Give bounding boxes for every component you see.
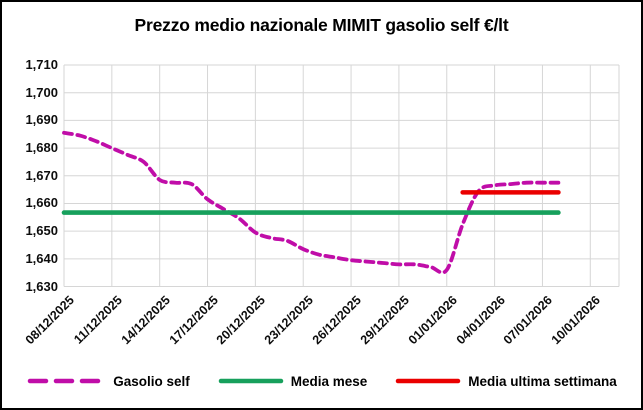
y-axis-tick-label: 1,630 (25, 278, 58, 294)
series-gasolio-self (62, 130, 561, 275)
y-axis-tick-label: 1,650 (25, 223, 58, 239)
solid-line-sample-red (396, 378, 461, 384)
y-axis-tick-label: 1,700 (25, 84, 58, 100)
chart-title: Prezzo medio nazionale MIMIT gasolio sel… (134, 15, 509, 35)
legend-item-media-ultima-settimana: Media ultima settimana (395, 374, 617, 389)
y-axis-tick-label: 1,710 (25, 57, 58, 72)
dashed-line-sample (27, 378, 101, 384)
y-axis-tick-label: 1,690 (25, 112, 58, 128)
solid-line-sample-green (218, 378, 283, 384)
legend-label-media-ultima-settimana: Media ultima settimana (468, 373, 617, 389)
legend-label-gasolio-self: Gasolio self (113, 373, 190, 389)
legend-label-media-mese: Media mese (290, 373, 368, 389)
y-axis-tick-label: 1,680 (25, 140, 58, 156)
y-axis-tick-label: 1,660 (25, 195, 58, 211)
y-axis-tick-label: 1,670 (25, 167, 58, 183)
legend: Gasolio self Media mese Media ultima set… (2, 367, 641, 395)
y-axis-tick-label: 1,640 (25, 250, 58, 266)
legend-item-media-mese: Media mese (218, 373, 368, 389)
legend-item-gasolio-self: Gasolio self (26, 374, 190, 389)
